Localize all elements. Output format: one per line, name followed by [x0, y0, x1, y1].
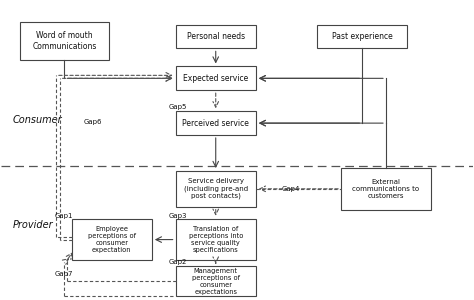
FancyBboxPatch shape: [175, 219, 256, 260]
Text: Management
perceptions of
consumer
expectations: Management perceptions of consumer expec…: [191, 268, 240, 295]
Text: Gap1: Gap1: [55, 213, 73, 219]
Text: Gap5: Gap5: [168, 104, 187, 110]
FancyBboxPatch shape: [341, 168, 431, 210]
FancyBboxPatch shape: [175, 266, 256, 296]
Text: Provider: Provider: [12, 220, 53, 230]
FancyBboxPatch shape: [175, 171, 256, 207]
Text: Gap6: Gap6: [83, 118, 102, 124]
Text: Gap7: Gap7: [55, 271, 73, 277]
FancyBboxPatch shape: [19, 22, 109, 60]
Text: Service delivery
(including pre-and
post contacts): Service delivery (including pre-and post…: [183, 178, 248, 199]
Text: Gap4: Gap4: [282, 186, 300, 192]
Text: Translation of
perceptions into
service quality
specifications: Translation of perceptions into service …: [189, 226, 243, 253]
Text: Expected service: Expected service: [183, 74, 248, 83]
FancyBboxPatch shape: [175, 66, 256, 90]
FancyBboxPatch shape: [175, 111, 256, 135]
Text: Word of mouth
Communications: Word of mouth Communications: [32, 31, 97, 51]
Text: Employee
perceptions of
consumer
expectation: Employee perceptions of consumer expecta…: [88, 226, 136, 253]
Text: Gap2: Gap2: [168, 259, 187, 265]
Text: Gap3: Gap3: [168, 213, 187, 219]
Text: Consumer: Consumer: [12, 115, 62, 125]
Text: External
communications to
customers: External communications to customers: [352, 179, 419, 199]
FancyBboxPatch shape: [175, 25, 256, 49]
FancyBboxPatch shape: [318, 25, 407, 49]
FancyBboxPatch shape: [72, 219, 152, 260]
Text: Perceived service: Perceived service: [182, 118, 249, 127]
Text: Past experience: Past experience: [332, 32, 392, 41]
Text: Personal needs: Personal needs: [187, 32, 245, 41]
